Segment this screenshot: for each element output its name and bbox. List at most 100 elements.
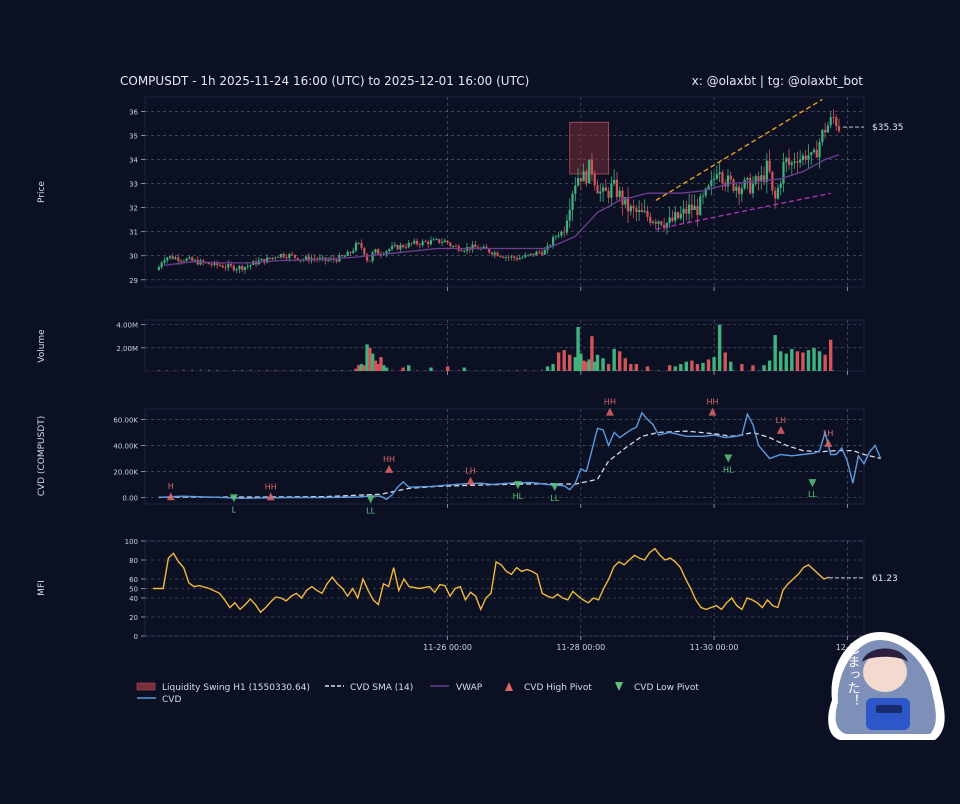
candle-body <box>463 250 466 252</box>
volume-bar <box>324 369 327 371</box>
candle-body <box>177 257 180 261</box>
candle-body <box>754 176 757 184</box>
candle-body <box>524 255 527 258</box>
candle-body <box>166 257 169 261</box>
candle-body <box>357 243 360 244</box>
volume-bar <box>573 357 577 371</box>
panel-frame <box>144 96 865 288</box>
candle-body <box>774 190 777 199</box>
candle-body <box>729 175 732 180</box>
volume-bar <box>532 370 535 371</box>
volume-bar <box>382 369 385 371</box>
volume-bar <box>524 369 527 371</box>
volume-bar <box>499 369 502 371</box>
candle-body <box>193 259 197 261</box>
volume-bar <box>723 352 727 371</box>
volume-bar <box>462 367 466 371</box>
candle-body <box>371 252 374 261</box>
volume-bar <box>224 370 227 371</box>
volume-bar <box>174 370 177 371</box>
volume-bar <box>690 360 694 371</box>
volume-bar <box>357 369 360 371</box>
volume-bar <box>557 370 560 371</box>
panel-frame <box>144 540 865 637</box>
cvd-high-pivot-label: LH <box>465 467 475 476</box>
volume-bar <box>599 370 602 371</box>
candle-body <box>427 241 430 245</box>
volume-bar <box>349 369 352 371</box>
volume-bar <box>366 369 368 371</box>
candle-body <box>746 178 749 180</box>
candle-body <box>185 258 188 261</box>
candle-body <box>782 162 785 184</box>
candle-body <box>696 205 699 216</box>
candle-body <box>443 240 446 243</box>
candle-body <box>213 262 216 265</box>
candle-body <box>632 206 635 209</box>
volume-bar <box>674 369 677 371</box>
candle-body <box>638 210 641 213</box>
candle-body <box>521 257 524 259</box>
candle-body <box>776 187 780 199</box>
volume-bar <box>391 369 393 371</box>
volume-bar <box>365 344 369 371</box>
candle-body <box>207 262 210 265</box>
y-tick-label: 34 <box>129 157 138 165</box>
volume-bar <box>382 365 386 371</box>
candle-body <box>593 173 596 186</box>
candle-body <box>368 260 371 262</box>
candle-body <box>760 175 763 182</box>
volume-bar <box>790 348 794 371</box>
candle-body <box>529 253 532 255</box>
volume-bar <box>384 367 389 371</box>
y-tick-label: 31 <box>129 229 138 237</box>
volume-bar <box>729 361 733 371</box>
volume-bar <box>545 366 550 371</box>
volume-bar <box>233 369 235 371</box>
volume-bar <box>806 350 811 371</box>
candle-body <box>685 208 688 214</box>
volume-panel: 2.00M 4.00M Volume <box>37 319 865 372</box>
candle-body <box>160 262 163 268</box>
y-tick-label: 33 <box>129 181 138 189</box>
y-tick-label: 20 <box>129 614 138 622</box>
volume-bar <box>576 326 580 371</box>
candle-body <box>582 171 585 182</box>
candle-body <box>407 242 410 248</box>
volume-bar <box>566 369 568 371</box>
volume-bar <box>623 358 627 371</box>
candle-body <box>671 217 674 221</box>
candle-body <box>596 185 599 194</box>
mascot-badge <box>876 705 902 713</box>
candle-body <box>563 231 566 233</box>
candle-body <box>821 129 824 142</box>
candle-body <box>807 155 810 160</box>
volume-bar <box>601 358 605 371</box>
candle-body <box>210 264 213 266</box>
volume-bar <box>632 369 635 371</box>
volume-bar <box>362 365 367 371</box>
candle-body <box>263 258 266 263</box>
panel-frame <box>144 408 865 505</box>
candle-body <box>235 269 238 271</box>
candle-body <box>352 250 355 253</box>
volume-bar <box>767 360 772 371</box>
volume-bar <box>741 370 743 371</box>
candle-body <box>749 178 752 194</box>
y-tick-label: 50 <box>129 586 138 594</box>
volume-bar <box>370 353 375 371</box>
candle-body <box>707 185 710 189</box>
candle-body <box>654 221 657 224</box>
candle-body <box>399 245 402 250</box>
candle-body <box>660 221 663 225</box>
panel-frame <box>144 319 865 372</box>
volume-bar <box>779 351 783 371</box>
volume-bar <box>429 367 433 371</box>
candle-body <box>635 208 638 213</box>
candle-body <box>415 240 419 245</box>
candle-body <box>607 191 610 198</box>
volume-bar <box>816 370 818 371</box>
volume-bar <box>491 370 493 371</box>
